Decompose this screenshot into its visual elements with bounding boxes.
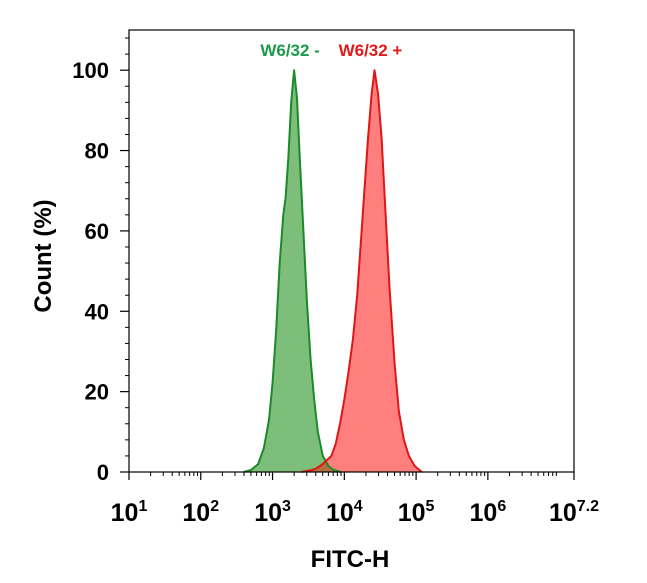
y-axis-title: Count (%)	[30, 199, 57, 312]
x-tick-label: 105	[398, 498, 435, 527]
x-axis-title: FITC-H	[311, 546, 390, 573]
x-tick-label: 103	[254, 498, 291, 527]
y-tick-label: 80	[85, 139, 109, 164]
series-area-w6-32	[243, 70, 341, 472]
series-overlap-area	[301, 461, 341, 472]
y-tick-label: 20	[85, 380, 109, 405]
series-label-w6-32: W6/32 -	[260, 41, 320, 60]
tick-labels-layer: 0 20 40 60 80 100 101 102 103 104 105 106 107.2	[72, 58, 599, 527]
x-tick-label: 102	[182, 498, 219, 527]
plot-layer-overlap	[301, 461, 341, 472]
plot-frame	[128, 29, 575, 473]
x-tick-label: 101	[111, 498, 148, 527]
plot-layer-lines	[243, 69, 423, 473]
x-tick-label: 106	[470, 498, 507, 527]
y-tick-label: 0	[97, 460, 109, 485]
y-tick-label: 40	[85, 299, 109, 324]
x-tick-label: 107.2	[549, 498, 599, 527]
series-line-w6-32	[301, 69, 423, 473]
y-tick-label: 100	[72, 58, 109, 83]
series-area-w6-32	[301, 70, 422, 472]
series-line-w6-32	[243, 69, 341, 473]
series-labels-layer: W6/32 - W6/32 +	[260, 41, 402, 60]
y-tick-label: 60	[85, 219, 109, 244]
x-tick-label: 104	[326, 498, 363, 527]
plot-layer-fills	[243, 70, 422, 472]
ticks-layer	[120, 37, 575, 480]
series-label-w6-32: W6/32 +	[339, 41, 403, 60]
